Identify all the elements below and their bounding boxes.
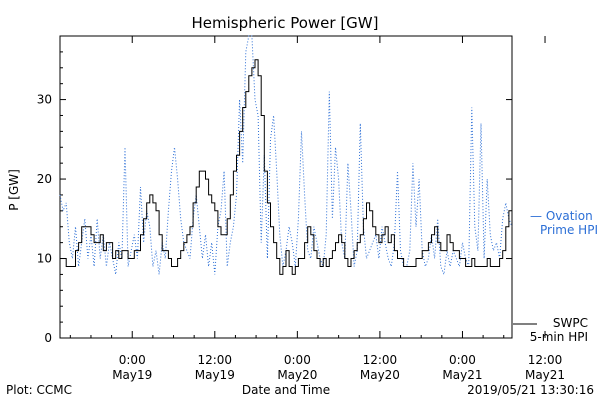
- x-tick-time-label: 12:00: [363, 353, 398, 367]
- x-axis: 0:00May1912:00May190:00May2012:00May200:…: [69, 36, 565, 382]
- x-tick-time-label: 12:00: [197, 353, 232, 367]
- x-tick-time-label: 0:00: [119, 353, 146, 367]
- legend-swpc-line2: 5-min HPI: [530, 330, 588, 344]
- x-tick-time-label: 0:00: [284, 353, 311, 367]
- series-ovation-prime-hpi: [59, 35, 513, 275]
- series-swpc-5min-hpi: [60, 59, 512, 275]
- legend-swpc-line1: SWPC: [553, 316, 588, 330]
- legend-ovation-line2: Prime HPI: [540, 223, 598, 237]
- x-tick-time-label: 12:00: [528, 353, 563, 367]
- plot-frame: [59, 35, 513, 339]
- y-tick-label: 30: [37, 93, 52, 107]
- x-tick-date-label: May21: [442, 368, 482, 382]
- y-axis-label: P [GW]: [7, 169, 21, 211]
- swpc-hpi-line: [60, 59, 512, 275]
- y-tick-label: 0: [44, 331, 52, 345]
- x-axis-label: Date and Time: [242, 383, 330, 397]
- x-tick-date-label: May21: [525, 368, 565, 382]
- y-tick-label: 20: [37, 172, 52, 186]
- x-tick-date-label: May19: [195, 368, 235, 382]
- chart-title: Hemispheric Power [GW]: [192, 14, 379, 32]
- x-tick-date-label: May20: [360, 368, 400, 382]
- legend-ovation-line1: — Ovation: [530, 209, 593, 223]
- x-tick-date-label: May19: [112, 368, 152, 382]
- ovation-prime-line: [59, 35, 513, 275]
- x-tick-time-label: 0:00: [449, 353, 476, 367]
- x-tick-date-label: May20: [277, 368, 317, 382]
- footer-plot-credit: Plot: CCMC: [6, 383, 72, 397]
- footer-timestamp: 2019/05/21 13:30:16: [467, 383, 594, 397]
- y-axis: 0 10 20 30: [37, 51, 512, 345]
- y-tick-label: 10: [37, 252, 52, 266]
